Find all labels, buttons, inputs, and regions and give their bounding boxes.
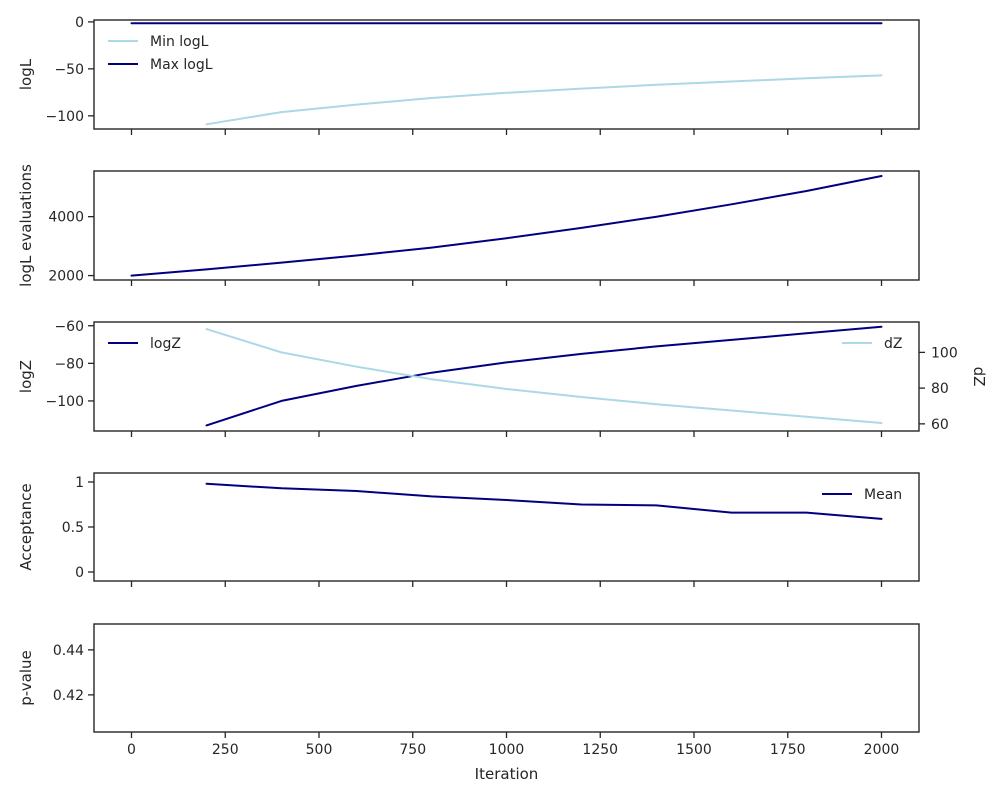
y-tick-label-accept: 0 bbox=[75, 565, 84, 581]
series-line-logz-0 bbox=[205, 325, 883, 427]
plot-frame-evals bbox=[93, 170, 920, 281]
y-axis-label-logz: logZ bbox=[17, 360, 35, 393]
panel-logz: −100 −80 −60 60 80 100 logZ dZ logZ dZ bbox=[17, 319, 988, 437]
y-tick-label-pvalue: 0.44 bbox=[53, 643, 84, 659]
legend-label-logl-0: Min logL bbox=[150, 34, 209, 50]
x-tick-label: 2000 bbox=[864, 742, 900, 758]
y-right-tick-label-logz: 80 bbox=[931, 381, 949, 397]
x-tick-label: 750 bbox=[399, 742, 426, 758]
panel-accept: 0 0.5 1 Acceptance Mean bbox=[17, 472, 920, 587]
y-axis-label-logl: logL bbox=[17, 58, 35, 90]
chart-panels: −100 −50 0 logL Min logL Max logL 2000 4000 logL… bbox=[17, 15, 988, 758]
panel-evals: 2000 4000 logL evaluations bbox=[17, 164, 920, 287]
y-tick-label-accept: 1 bbox=[75, 475, 84, 491]
y-tick-label-logl: −100 bbox=[46, 109, 84, 125]
plot-frame-logz bbox=[93, 321, 920, 432]
x-tick-label: 1250 bbox=[582, 742, 618, 758]
y-right-tick-label-logz: 100 bbox=[931, 345, 958, 361]
y-axis-label-right-logz: dZ bbox=[970, 367, 988, 387]
legend-label-accept-0: Mean bbox=[864, 487, 902, 503]
series-line-accept-0 bbox=[205, 482, 883, 520]
legend-label-logz-1: dZ bbox=[884, 336, 902, 352]
y-tick-label-accept: 0.5 bbox=[62, 520, 84, 536]
y-right-tick-label-logz: 60 bbox=[931, 417, 949, 433]
plot-frame-pvalue bbox=[93, 623, 920, 733]
y-tick-label-logl: −50 bbox=[54, 62, 84, 78]
y-tick-label-pvalue: 0.42 bbox=[53, 688, 84, 704]
panel-logl: −100 −50 0 logL Min logL Max logL bbox=[17, 15, 920, 135]
series-line-evals-0 bbox=[130, 175, 883, 277]
plot-frame-logl bbox=[93, 19, 920, 130]
legend-label-logz-0: logZ bbox=[150, 336, 181, 352]
y-tick-label-logz: −80 bbox=[54, 356, 84, 372]
y-axis-label-accept: Acceptance bbox=[17, 483, 35, 570]
x-tick-label: 250 bbox=[212, 742, 239, 758]
y-tick-label-evals: 4000 bbox=[48, 210, 84, 226]
x-tick-label: 1500 bbox=[676, 742, 712, 758]
series-line-logl-0 bbox=[205, 74, 883, 126]
x-tick-label: 0 bbox=[127, 742, 136, 758]
y-axis-label-evals: logL evaluations bbox=[17, 164, 35, 287]
panel-pvalue: 0 250 500 750 1000 1250 1500 1750 2000 0.42 0.44 p-… bbox=[17, 623, 920, 758]
x-axis-label: Iteration bbox=[475, 765, 539, 783]
y-axis-label-pvalue: p-value bbox=[17, 650, 35, 706]
y-tick-label-logz: −100 bbox=[46, 394, 84, 410]
legend-label-logl-1: Max logL bbox=[150, 57, 213, 73]
x-tick-label: 1000 bbox=[489, 742, 525, 758]
plot-frame-accept bbox=[93, 472, 920, 582]
x-tick-label: 1750 bbox=[770, 742, 806, 758]
x-tick-label: 500 bbox=[306, 742, 333, 758]
series-line-logz-1 bbox=[205, 328, 883, 424]
y-tick-label-logz: −60 bbox=[54, 319, 84, 335]
y-tick-label-logl: 0 bbox=[75, 15, 84, 31]
y-tick-label-evals: 2000 bbox=[48, 269, 84, 285]
